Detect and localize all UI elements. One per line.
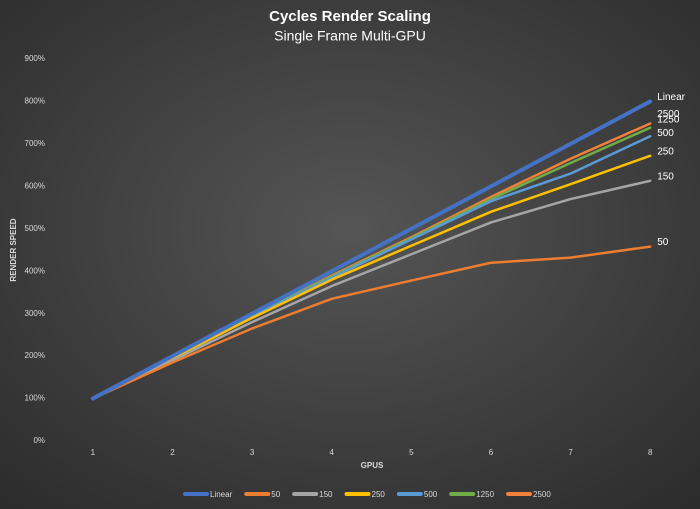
end-label: 2500 bbox=[657, 109, 680, 120]
end-label: 250 bbox=[657, 146, 674, 157]
series-line bbox=[91, 179, 652, 400]
y-tick-label: 700% bbox=[25, 139, 45, 148]
y-tick-label: 400% bbox=[25, 266, 45, 275]
series-line bbox=[90, 99, 653, 401]
end-label: 50 bbox=[657, 237, 669, 248]
y-tick-label: 200% bbox=[25, 351, 45, 360]
series-line bbox=[91, 154, 652, 400]
x-tick-label: 3 bbox=[250, 448, 255, 457]
legend-label: 1250 bbox=[476, 490, 494, 499]
legend-label: Linear bbox=[210, 490, 233, 499]
y-tick-label: 500% bbox=[25, 224, 45, 233]
y-axis-label: RENDER SPEED bbox=[9, 218, 18, 281]
end-label: 500 bbox=[657, 128, 674, 139]
y-tick-label: 800% bbox=[25, 97, 45, 106]
chart-title: Cycles Render Scaling bbox=[269, 8, 431, 25]
x-tick-label: 7 bbox=[568, 448, 573, 457]
x-tick-label: 6 bbox=[489, 448, 494, 457]
x-tick-label: 8 bbox=[648, 448, 653, 457]
end-label: 1250 bbox=[657, 114, 680, 125]
y-tick-label: 900% bbox=[25, 54, 45, 63]
x-tick-label: 4 bbox=[329, 448, 334, 457]
legend-label: 2500 bbox=[533, 490, 551, 499]
legend-label: 500 bbox=[424, 490, 438, 499]
legend-label: 150 bbox=[319, 490, 333, 499]
y-tick-label: 600% bbox=[25, 181, 45, 190]
legend-label: 50 bbox=[271, 490, 280, 499]
x-axis-label: GPUS bbox=[361, 461, 384, 470]
x-tick-label: 5 bbox=[409, 448, 414, 457]
series-line bbox=[91, 245, 652, 400]
y-tick-label: 100% bbox=[25, 394, 45, 403]
legend-label: 250 bbox=[372, 490, 386, 499]
x-tick-label: 1 bbox=[91, 448, 96, 457]
chart-subtitle: Single Frame Multi-GPU bbox=[274, 28, 426, 44]
x-tick-label: 2 bbox=[170, 448, 175, 457]
end-label: 150 bbox=[657, 171, 674, 182]
y-tick-label: 300% bbox=[25, 309, 45, 318]
end-label: Linear bbox=[657, 92, 685, 103]
y-tick-label: 0% bbox=[33, 436, 45, 445]
